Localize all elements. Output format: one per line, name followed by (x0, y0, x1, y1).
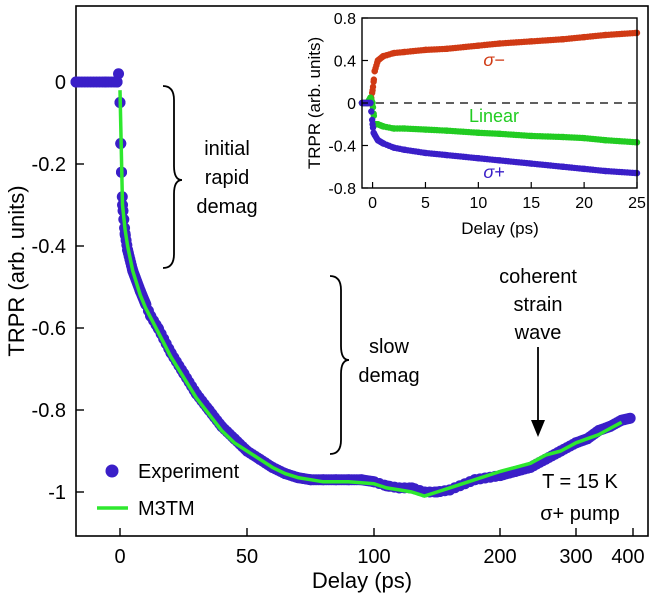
annotation-coherent-strain-wave: coherent strain wave (499, 266, 577, 344)
experiment-point (113, 68, 125, 80)
inset-x-tick-label: 0 (368, 195, 377, 212)
inset-point (368, 116, 376, 124)
annotation-line: strain (514, 294, 563, 316)
inset-tick-labels: 0 5 10 15 20 25 0.8 0.4 0 -0.4 -0.8 (328, 11, 646, 212)
inset-x-tick-label: 10 (469, 195, 487, 212)
annotation-line: rapid (205, 167, 249, 189)
inset-x-axis-label: Delay (ps) (461, 219, 538, 238)
inset-series-2 (358, 99, 641, 177)
inset-ticks (362, 17, 638, 189)
inset-y-tick-label: 0 (347, 96, 356, 113)
main-x-tick-label: 50 (236, 546, 258, 568)
inset-x-tick-label: 5 (421, 195, 430, 212)
inset-point (367, 99, 374, 107)
main-y-tick-label: -0.4 (32, 236, 66, 258)
annotation-line: coherent (499, 266, 577, 288)
main-y-tick-label: 0 (55, 72, 66, 94)
bracket-slow-demag (329, 275, 350, 455)
main-y-axis-label: TRPR (arb. units) (4, 185, 29, 356)
main-y-tick-label: -0.8 (32, 400, 66, 422)
bracket-initial-rapid-demag (162, 85, 183, 269)
inset-series-0 (358, 29, 641, 107)
experiment-point (111, 76, 123, 88)
legend-experiment-label: Experiment (138, 461, 240, 483)
inset-x-tick-label: 15 (522, 195, 540, 212)
annotation-line: demag (196, 196, 257, 218)
main-x-tick-label: 400 (611, 546, 644, 568)
experiment-point (623, 413, 635, 425)
inset-series-1 (358, 94, 641, 146)
main-y-tick-label: -0.6 (32, 318, 66, 340)
legend-experiment-marker (105, 464, 119, 478)
legend-m3tm-label: M3TM (138, 498, 195, 520)
main-y-tick-label: -1 (48, 482, 66, 504)
inset-series (358, 29, 641, 177)
inset-point (369, 83, 377, 91)
annotation-line: demag (358, 365, 419, 387)
inset-point (368, 89, 376, 97)
inset-y-tick-label: -0.4 (328, 139, 356, 156)
annotation-initial-rapid-demag: initial rapid demag (196, 138, 257, 218)
main-x-tick-label: 100 (357, 546, 390, 568)
inset-point (369, 124, 377, 131)
strain-wave-arrow-head (531, 420, 545, 437)
inset-y-axis-label: TRPR (arb. units) (305, 37, 324, 169)
annotation-line: initial (204, 138, 250, 160)
annotation-line: slow (369, 336, 410, 358)
annotation-conditions: T = 15 K σ+ pump (540, 471, 620, 525)
main-y-tick-label: -0.2 (32, 154, 66, 176)
inset-chart: 0 5 10 15 20 25 0.8 0.4 0 -0.4 -0.8 Delay (ps) TRP… (305, 11, 646, 238)
annotation-line: σ+ pump (540, 503, 620, 525)
inset-x-tick-label: 20 (575, 195, 593, 212)
main-x-tick-label: 0 (114, 546, 125, 568)
main-x-tick-label: 300 (559, 546, 592, 568)
annotation-line: T = 15 K (542, 471, 618, 493)
inset-label-linear: Linear (469, 106, 519, 126)
inset-y-tick-label: -0.8 (328, 181, 356, 198)
main-plot-frame (75, 5, 649, 537)
main-ticks (76, 81, 634, 536)
inset-label-sigma-plus: σ+ (483, 162, 504, 182)
inset-y-tick-label: 0.4 (334, 54, 356, 71)
inset-y-tick-label: 0.8 (334, 11, 356, 28)
legend: Experiment M3TM (97, 461, 240, 520)
m3tm-series-line (118, 90, 623, 498)
annotation-slow-demag: slow demag (358, 336, 419, 387)
inset-point (368, 108, 375, 115)
inset-x-tick-label: 25 (628, 195, 646, 212)
inset-label-sigma-minus: σ− (483, 50, 504, 70)
annotation-line: wave (514, 322, 562, 344)
main-x-tick-label: 200 (483, 546, 516, 568)
inset-point (370, 76, 378, 83)
main-x-axis-label: Delay (ps) (312, 568, 412, 593)
